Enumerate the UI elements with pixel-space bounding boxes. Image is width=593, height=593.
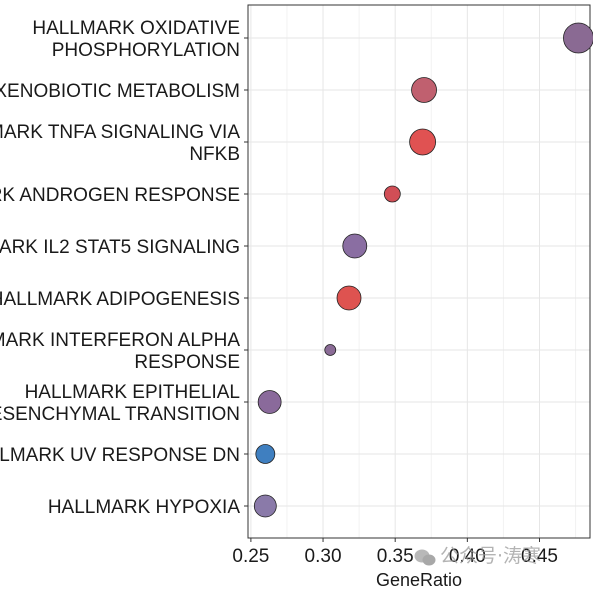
y-tick-label: HALLMARK UV RESPONSE DN (0, 445, 240, 466)
data-point (324, 344, 337, 356)
y-tick-label: HALLMARK IL2 STAT5 SIGNALING (0, 237, 240, 258)
x-tick-label: 0.25 (232, 546, 269, 567)
points (253, 22, 593, 518)
y-tick-label: MESENCHYMAL TRANSITION (0, 404, 240, 425)
y-tick-label: HALLMARK ANDROGEN RESPONSE (0, 185, 240, 206)
data-point (563, 22, 593, 54)
x-tick-label: 0.45 (521, 546, 558, 567)
y-tick-label: HALLMARK EPITHELIAL (25, 382, 240, 403)
y-tick-label: HALLMARK HYPOXIA (48, 497, 240, 518)
x-tick-label: 0.40 (449, 546, 486, 567)
x-axis-title: GeneRatio (376, 570, 462, 590)
y-tick-label: HALLMARK XENOBIOTIC METABOLISM (0, 81, 240, 102)
data-point (409, 128, 437, 156)
x-axis: 0.25 0.30 0.35 0.40 0.45 (232, 538, 558, 567)
y-tick-label: HALLMARK OXIDATIVE (32, 18, 240, 39)
x-tick-label: 0.35 (377, 546, 414, 567)
data-point (253, 494, 277, 518)
data-point (255, 444, 276, 464)
data-point (257, 390, 282, 414)
plot-panel (247, 4, 591, 539)
watermark: 公众号·涛寒 (414, 545, 541, 567)
wechat-icon (414, 549, 436, 566)
y-tick-label: NFKB (189, 144, 240, 165)
watermark-text: 公众号·涛寒 (440, 545, 541, 567)
data-point (383, 185, 401, 203)
data-point (342, 233, 368, 259)
y-tick-label: HALLMARK ADIPOGENESIS (0, 289, 240, 310)
data-point (411, 77, 437, 103)
y-tick-label: PHOSPHORYLATION (52, 40, 240, 61)
x-tick-label: 0.30 (305, 546, 342, 567)
y-tick-label: HALLMARK INTERFERON ALPHA (0, 330, 240, 351)
data-point (336, 285, 362, 311)
y-tick-label: HALLMARK TNFA SIGNALING VIA (0, 122, 240, 143)
y-tick-label: RESPONSE (134, 352, 240, 373)
